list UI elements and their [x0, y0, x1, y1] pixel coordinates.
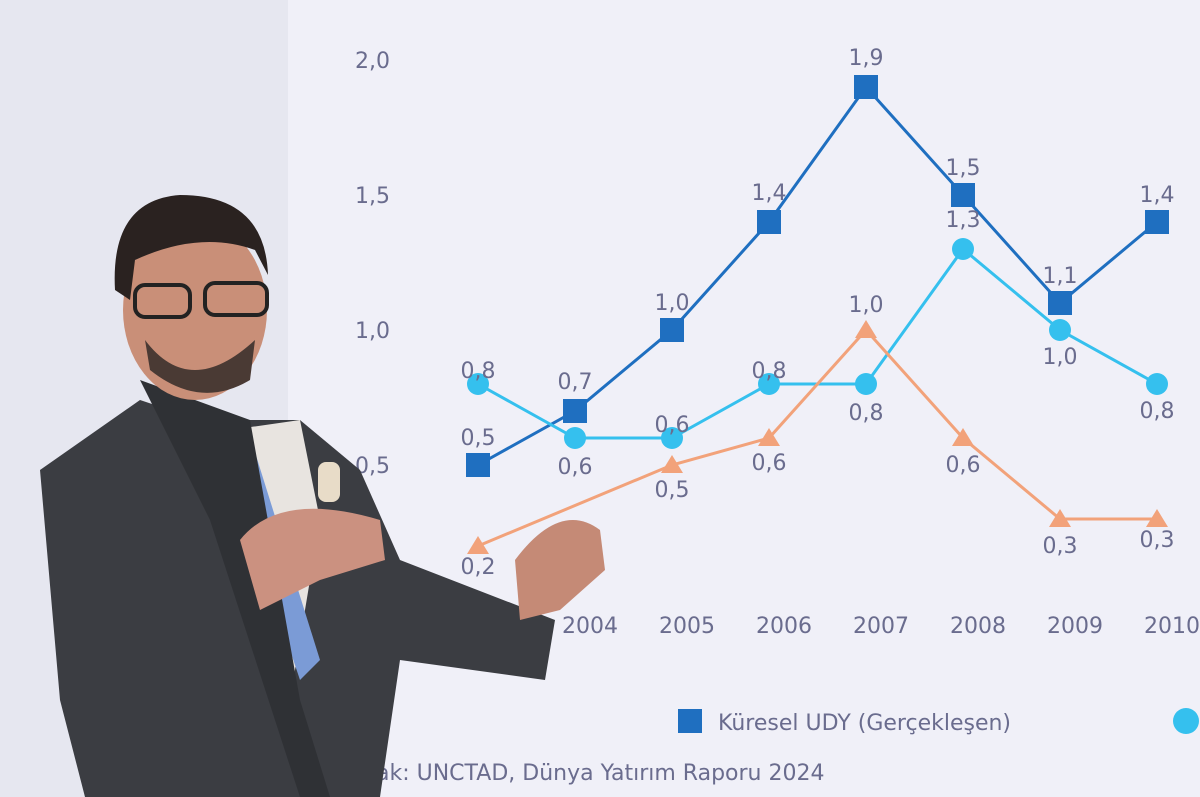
series-line [477, 84, 1158, 467]
source-note: ak: UNCTAD, Dünya Yatırım Raporu 2024 [376, 761, 824, 786]
x-tick-label: 2006 [756, 614, 812, 639]
face [123, 220, 267, 400]
data-point-triangle [467, 536, 489, 554]
y-tick-label: 1,0 [355, 319, 390, 344]
data-point-square [1048, 291, 1072, 315]
x-tick-label: 2010 [1144, 614, 1200, 639]
data-label: 0,6 [558, 455, 593, 480]
data-point-square [951, 183, 975, 207]
data-label: 1,4 [752, 181, 787, 206]
glasses-left [133, 283, 192, 319]
legend-entry: Küresel UDY (Gerçekleşen) [718, 711, 1011, 736]
glasses-right [203, 281, 269, 317]
data-label: 0,8 [849, 401, 884, 426]
data-label: 0,5 [461, 426, 496, 451]
x-tick-label: 2007 [853, 614, 909, 639]
data-label: 1,1 [1043, 264, 1078, 289]
x-tick-label: 2008 [950, 614, 1006, 639]
data-label: 1,0 [1043, 345, 1078, 370]
data-point-triangle [1049, 509, 1071, 527]
data-point-square [660, 318, 684, 342]
legend-circle-icon [1173, 708, 1199, 734]
data-point-square [466, 453, 490, 477]
data-point-triangle [1146, 509, 1168, 527]
data-point-circle [564, 427, 586, 449]
data-point-circle [855, 373, 877, 395]
x-tick-label: 2005 [659, 614, 715, 639]
data-point-circle [661, 427, 683, 449]
data-label: 0,6 [752, 451, 787, 476]
data-label: 0,5 [655, 478, 690, 503]
data-point-triangle [952, 428, 974, 446]
data-point-circle [952, 238, 974, 260]
right-hand [515, 520, 605, 620]
lapel [140, 380, 330, 797]
data-point-circle [1146, 373, 1168, 395]
data-label: 0,6 [655, 413, 690, 438]
data-label: 1,4 [1140, 183, 1175, 208]
presenter [40, 195, 605, 797]
data-label: 1,5 [946, 156, 981, 181]
data-label: 0,8 [1140, 399, 1175, 424]
data-label: 1,9 [849, 46, 884, 71]
data-point-circle [467, 373, 489, 395]
data-point-circle [1049, 319, 1071, 341]
data-label: 0,3 [1043, 534, 1078, 559]
left-hand [240, 508, 385, 610]
data-label: 1,0 [655, 291, 690, 316]
y-tick-label: 1,5 [355, 184, 390, 209]
projected-chart: 2,0 1,5 1,0 0,5 2004 2005 2006 2007 2008 2009 2010… [355, 46, 1200, 786]
hair [114, 195, 269, 300]
data-point-square [854, 75, 878, 99]
data-label: 0,7 [558, 370, 593, 395]
y-tick-label: 2,0 [355, 49, 390, 74]
x-tick-label: 2004 [562, 614, 618, 639]
data-point-square [1145, 210, 1169, 234]
data-label: 0,8 [752, 359, 787, 384]
remote-clicker [318, 462, 340, 502]
data-point-triangle [758, 428, 780, 446]
legend-square-icon [678, 709, 702, 733]
data-label: 0,8 [461, 359, 496, 384]
data-point-triangle [661, 455, 683, 473]
data-point-circle [758, 373, 780, 395]
data-point-square [757, 210, 781, 234]
data-label: 0,2 [461, 555, 496, 580]
data-label: 0,3 [1140, 528, 1175, 553]
data-label: 0,6 [946, 453, 981, 478]
data-label: 1,3 [946, 208, 981, 233]
data-label: 1,0 [849, 293, 884, 318]
x-tick-label: 2009 [1047, 614, 1103, 639]
data-point-square [563, 399, 587, 423]
data-point-triangle [855, 320, 877, 338]
beard [145, 340, 255, 393]
